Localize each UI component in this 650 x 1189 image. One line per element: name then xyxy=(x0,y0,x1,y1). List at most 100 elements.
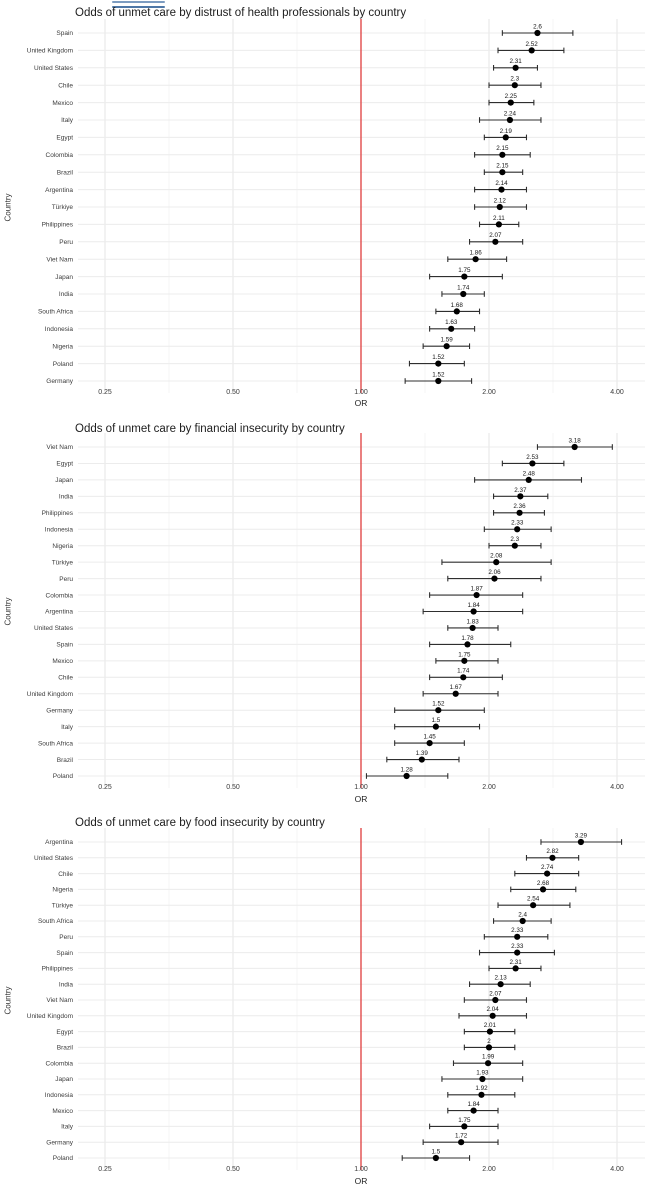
point-value-label: 1.78 xyxy=(461,635,474,642)
point-marker xyxy=(512,64,519,71)
point-value-label: 2.04 xyxy=(487,1006,500,1013)
country-label: Nigeria xyxy=(52,343,73,350)
point-value-label: 2.33 xyxy=(511,520,524,527)
country-label: Colombia xyxy=(46,1060,74,1067)
plot-area: Viet Nam 3.18 Egypt 2.53 Japan 2.48 India 2.37 P… xyxy=(27,433,645,791)
country-label: Egypt xyxy=(56,135,73,142)
point-marker xyxy=(418,756,425,763)
point-marker xyxy=(403,772,410,780)
point-marker xyxy=(448,325,455,332)
point-marker xyxy=(472,256,479,263)
point-value-label: 2.15 xyxy=(496,163,509,170)
point-marker xyxy=(435,360,442,367)
point-marker xyxy=(479,1075,486,1083)
country-label: Philippines xyxy=(42,222,74,229)
country-label: Türkiye xyxy=(52,559,74,566)
plot-area: Argentina 3.29 United States 2.82 Chile 2.74 N… xyxy=(27,828,645,1173)
point-marker xyxy=(502,134,509,141)
point-value-label: 2.19 xyxy=(500,128,513,135)
point-value-label: 1.28 xyxy=(400,766,413,773)
country-label: South Africa xyxy=(38,309,73,316)
point-value-label: 2.48 xyxy=(523,470,536,477)
point-marker xyxy=(464,641,471,648)
point-value-label: 2.53 xyxy=(526,454,539,461)
point-value-label: 1.52 xyxy=(432,701,445,708)
point-marker xyxy=(461,1123,468,1130)
country-label: Japan xyxy=(55,1076,73,1083)
country-label: Japan xyxy=(55,274,73,281)
point-value-label: 1.74 xyxy=(457,284,470,291)
point-marker xyxy=(495,221,502,228)
point-value-label: 1.72 xyxy=(455,1133,468,1140)
country-label: Egypt xyxy=(56,461,73,468)
point-marker xyxy=(577,838,585,846)
point-value-label: 2.14 xyxy=(495,180,508,187)
point-marker xyxy=(514,949,521,956)
point-value-label: 1.39 xyxy=(416,750,429,757)
point-marker xyxy=(484,1060,492,1067)
point-marker xyxy=(461,657,468,664)
country-label: Spain xyxy=(56,30,73,37)
point-marker xyxy=(426,740,433,747)
country-label: Brazil xyxy=(57,1045,74,1052)
point-value-label: 2.33 xyxy=(511,927,524,934)
point-marker xyxy=(460,674,467,681)
point-value-label: 1.5 xyxy=(431,1148,440,1155)
point-value-label: 2.12 xyxy=(494,197,507,204)
point-value-label: 2.08 xyxy=(490,553,503,560)
chart-title: Odds of unmet care by food insecurity by… xyxy=(75,817,325,829)
point-marker xyxy=(516,509,523,516)
point-marker xyxy=(511,82,518,89)
country-label: Chile xyxy=(58,675,73,682)
point-value-label: 1.93 xyxy=(476,1069,489,1076)
point-value-label: 2.06 xyxy=(488,569,501,576)
point-value-label: 1.75 xyxy=(458,1117,471,1124)
point-value-label: 1.92 xyxy=(475,1085,488,1092)
point-marker xyxy=(519,917,526,925)
point-marker xyxy=(529,460,536,467)
point-marker xyxy=(469,624,476,632)
point-marker xyxy=(432,723,439,730)
point-marker xyxy=(461,273,468,280)
point-marker xyxy=(499,169,506,176)
country-label: Mexico xyxy=(52,1108,73,1115)
point-marker xyxy=(478,1091,485,1098)
point-value-label: 1.84 xyxy=(467,602,480,609)
point-value-label: 1.67 xyxy=(450,684,463,691)
country-label: Viet Nam xyxy=(46,997,73,1004)
point-marker xyxy=(497,981,504,988)
x-tick-label: 2.00 xyxy=(482,784,496,791)
country-label: Philippines xyxy=(42,966,74,973)
x-axis-label: OR xyxy=(354,794,368,804)
point-marker xyxy=(432,1154,439,1162)
point-value-label: 1.75 xyxy=(458,651,471,658)
point-value-label: 2.13 xyxy=(494,975,507,982)
plot-area: Spain 2.6 United Kingdom 2.52 United States 2… xyxy=(27,19,645,396)
country-label: Colombia xyxy=(46,592,74,599)
point-marker xyxy=(506,116,514,124)
country-label: Nigeria xyxy=(52,543,73,550)
point-value-label: 2.37 xyxy=(514,487,527,494)
point-marker xyxy=(496,203,503,211)
country-label: Germany xyxy=(46,707,73,714)
point-marker xyxy=(528,47,535,54)
point-marker xyxy=(512,965,519,972)
country-label: Philippines xyxy=(42,510,74,517)
x-tick-label: 0.25 xyxy=(98,389,112,396)
country-label: Argentina xyxy=(45,839,73,846)
country-label: Chile xyxy=(58,871,73,878)
country-label: Poland xyxy=(53,361,74,368)
point-value-label: 1.63 xyxy=(445,319,458,326)
forest-chart-financial-insecurity: Odds of unmet care by financial insecuri… xyxy=(0,414,650,812)
country-label: Viet Nam xyxy=(46,444,73,451)
country-label: Chile xyxy=(58,82,73,89)
point-marker xyxy=(571,443,578,451)
point-marker xyxy=(539,886,547,893)
x-tick-label: 1.00 xyxy=(354,389,368,396)
point-value-label: 1.87 xyxy=(470,585,483,592)
x-tick-label: 2.00 xyxy=(482,389,496,396)
country-label: India xyxy=(59,494,73,501)
point-value-label: 2.33 xyxy=(511,943,524,950)
point-value-label: 2.4 xyxy=(518,911,527,918)
decoration-double-line xyxy=(112,1,165,10)
